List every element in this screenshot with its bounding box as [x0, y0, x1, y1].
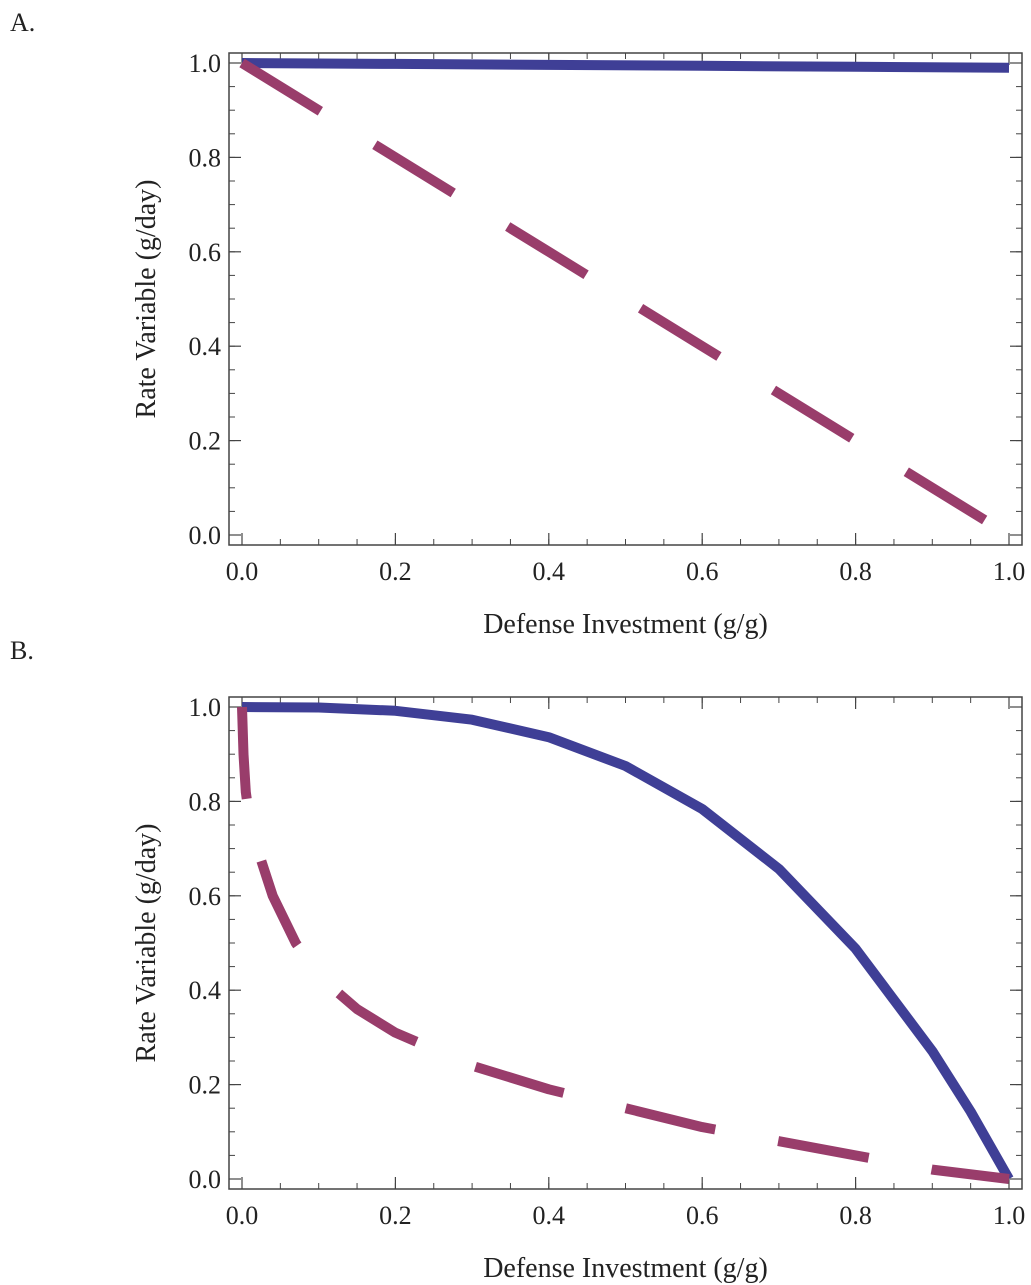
- x-tick-label: 0.2: [379, 557, 412, 586]
- x-tick-label: 0.6: [686, 1201, 719, 1230]
- x-tick-label: 0.8: [839, 557, 872, 586]
- y-tick-label: 0.8: [189, 787, 222, 816]
- y-tick-label: 0.4: [189, 332, 222, 361]
- y-tick-label: 0.4: [189, 976, 222, 1005]
- x-tick-label: 0.4: [533, 557, 566, 586]
- chart-panel-b: 0.0 0.2 0.4 0.6 0.8 1.0 0.0 0.2 0.4 0.6 0.8 1.0 Defe…: [131, 693, 1025, 1284]
- panel-b-label: B.: [10, 636, 34, 665]
- x-tick-label: 0.8: [839, 1201, 872, 1230]
- series-dashed-line: [237, 706, 1010, 1184]
- y-tick-label: 1.0: [189, 49, 222, 78]
- series-solid-line: [241, 702, 1014, 1182]
- x-axis-title: Defense Investment (g/g): [483, 1253, 768, 1284]
- y-tick-label: 0.0: [189, 1165, 222, 1194]
- plot-frame: [228, 52, 1023, 546]
- y-axis-title: Rate Variable (g/day): [131, 180, 162, 419]
- y-axis-title: Rate Variable (g/day): [131, 824, 162, 1063]
- x-tick-label: 0.2: [379, 1201, 412, 1230]
- y-tick-label: 1.0: [189, 693, 222, 722]
- series-dashed-line: [239, 58, 1012, 540]
- x-tick-label: 0.4: [533, 1201, 566, 1230]
- chart-panel-a: 0.0 0.2 0.4 0.6 0.8 1.0 0.0 0.2 0.4 0.6 0.8 1.0 Defe…: [131, 49, 1025, 640]
- x-tick-label: 1.0: [993, 1201, 1026, 1230]
- x-tick-label: 0.6: [686, 557, 719, 586]
- x-tick-label: 0.0: [226, 1201, 259, 1230]
- x-tick-label: 0.0: [226, 557, 259, 586]
- series-solid-line: [241, 58, 1010, 73]
- y-tick-label: 0.0: [189, 521, 222, 550]
- y-tick-label: 0.2: [189, 427, 222, 456]
- y-tick-label: 0.6: [189, 882, 222, 911]
- x-axis-title: Defense Investment (g/g): [483, 609, 768, 640]
- panel-a-label: A.: [10, 8, 36, 37]
- y-tick-label: 0.8: [189, 143, 222, 172]
- y-tick-label: 0.2: [189, 1071, 222, 1100]
- y-tick-label: 0.6: [189, 238, 222, 267]
- x-tick-label: 1.0: [993, 557, 1026, 586]
